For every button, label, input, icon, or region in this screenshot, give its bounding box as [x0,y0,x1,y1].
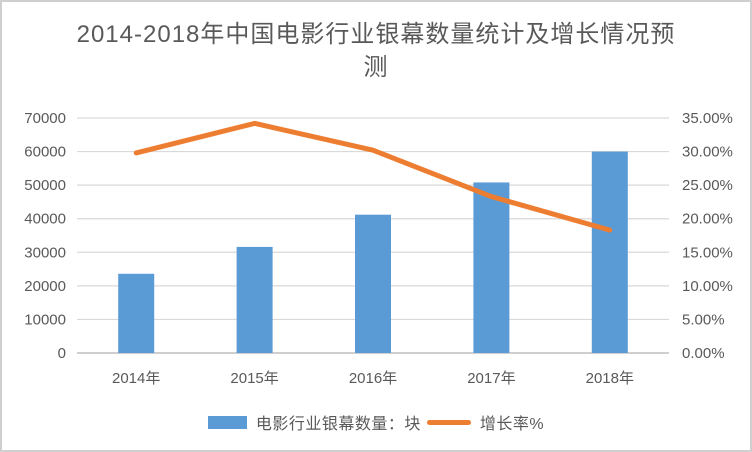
bar-series-label: 电影行业银幕数量：块 [255,416,421,433]
x-axis-label: 2017年 [467,370,515,387]
line-series-swatch [426,419,471,425]
left-axis-tick: 30000 [24,244,66,261]
x-axis-label: 2016年 [349,370,397,387]
x-axis-label: 2018年 [586,370,634,387]
x-axis-label: 2014年 [112,370,160,387]
legend: 电影行业银幕数量：块 增长率% [2,406,750,438]
legend-item-bar: 电影行业银幕数量：块 [207,410,421,434]
left-axis-tick: 20000 [24,278,66,295]
right-axis-tick: 35.00% [682,110,733,127]
left-axis-tick: 50000 [24,177,66,194]
right-axis-tick: 15.00% [682,244,733,261]
left-axis-tick: 10000 [24,311,66,328]
line-series-label: 增长率% [479,416,545,433]
bar-2018年 [591,151,628,353]
growth-rate-line [133,120,613,233]
bar-series-swatch [207,415,247,429]
chart-title: 2014-2018年中国电影行业银幕数量统计及增长情况预测 [76,21,676,81]
legend-item-line: 增长率% [426,410,545,434]
bar-2016年 [355,214,391,353]
bar-2014年 [118,273,155,353]
bar-2017年 [473,182,510,353]
left-axis-tick: 0 [58,345,66,362]
left-axis-tick: 60000 [24,144,66,161]
right-axis-tick: 20.00% [682,211,733,228]
right-axis-tick: 0.00% [682,345,725,362]
right-axis-tick: 25.00% [682,177,733,194]
right-axis-tick: 5.00% [682,311,725,328]
x-axis-label: 2015年 [230,370,278,387]
right-axis-tick: 10.00% [682,278,733,295]
left-axis-tick: 40000 [24,211,66,228]
bar-2015年 [236,246,273,353]
left-axis-tick: 70000 [24,110,66,127]
right-axis-tick: 30.00% [682,144,733,161]
